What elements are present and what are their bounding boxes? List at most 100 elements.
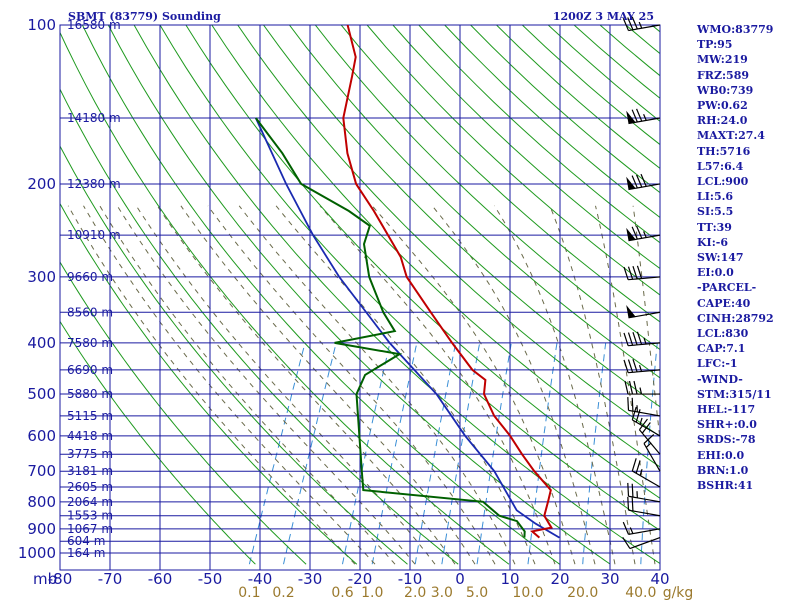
parameter-item: SRDS:-78 <box>697 433 756 447</box>
pressure-tick-label: 800 <box>27 493 56 511</box>
height-label: 5115 m <box>67 409 113 423</box>
parameter-item: EHI:0.0 <box>697 448 745 462</box>
profiles <box>254 25 560 539</box>
parameter-item: FRZ:589 <box>697 68 750 82</box>
height-label: 1067 m <box>67 522 113 536</box>
moist-adiabat <box>493 205 616 565</box>
parameter-item: TP:95 <box>697 38 733 52</box>
parameter-item: WB0:739 <box>697 83 754 97</box>
pressure-tick-label: 1000 <box>18 544 56 562</box>
pressure-tick-label: 700 <box>27 462 56 480</box>
height-label: 14180 m <box>67 111 121 125</box>
moist-adiabat <box>431 205 596 565</box>
height-label: 7580 m <box>67 336 113 350</box>
temperature-tick-label: -50 <box>198 570 223 588</box>
wind-barb <box>624 380 660 395</box>
pressure-tick-label: 200 <box>27 175 56 193</box>
temperature-tick-label: 30 <box>600 570 619 588</box>
parameter-item: PW:0.62 <box>697 99 748 113</box>
pressure-unit-label: mb <box>33 570 57 588</box>
chart-title: SBMT (83779) Sounding <box>68 10 221 23</box>
height-label: 3181 m <box>67 464 113 478</box>
mixing-ratio-line <box>371 342 418 565</box>
mixing-ratio-tick-label: 2.0 <box>404 585 426 600</box>
moist-adiabat <box>99 205 396 565</box>
wind-barb <box>626 305 661 319</box>
wind-barb <box>623 359 661 374</box>
parameter-item: WMO:83779 <box>697 23 774 36</box>
mixing-ratio-tick-label: 0.2 <box>272 585 294 600</box>
moist-adiabat <box>595 205 656 565</box>
parameter-item: SI:5.5 <box>697 205 734 219</box>
height-label: 9660 m <box>67 270 113 284</box>
parameter-item: LCL:830 <box>697 327 749 341</box>
height-label: 12380 m <box>67 177 121 191</box>
height-label: 8560 m <box>67 305 113 319</box>
wind-barb <box>622 16 661 32</box>
moist-adiabat <box>319 205 556 565</box>
mixing-ratio-unit: g/kg <box>663 585 694 600</box>
wind-barb <box>626 108 661 125</box>
moist-adiabat <box>238 205 516 565</box>
mixing-ratio-line <box>476 342 512 565</box>
pressure-tick-label: 100 <box>27 16 56 34</box>
temperature-tick-label: 10 <box>500 570 519 588</box>
grid <box>59 24 661 571</box>
parameter-item: TT:39 <box>697 220 732 234</box>
wind-barb <box>626 225 661 242</box>
mixing-ratio-tick-label: 5.0 <box>466 585 488 600</box>
wind-barb <box>638 418 661 455</box>
pressure-tick-label: 600 <box>27 427 56 445</box>
moist-adiabat <box>83 205 376 565</box>
temperature-tick-label: -70 <box>98 570 123 588</box>
moist-adiabat <box>156 205 456 565</box>
mixing-ratio-tick-label: 0.6 <box>331 585 353 600</box>
parameter-item: LFC:-1 <box>697 357 738 371</box>
wind-barb <box>626 173 661 191</box>
sounding-parameters: WMO:83779 TP:95 MW:219 FRZ:589 WB0:739 PW:0.6… <box>697 22 800 493</box>
parameter-item: KI:-6 <box>697 235 728 249</box>
height-label: 16580 m <box>67 18 121 32</box>
parameter-item: CAPE:40 <box>697 296 751 310</box>
wind-barb <box>623 331 661 347</box>
mixing-ratio-tick-label: 20.0 <box>567 585 598 600</box>
parameter-item: L57:6.4 <box>697 159 744 173</box>
height-label: 3775 m <box>67 447 113 461</box>
temperature-tick-label: -20 <box>348 570 373 588</box>
moist-adiabat <box>67 205 356 565</box>
wind-barb <box>623 265 661 281</box>
temperature-tick-label: 0 <box>455 570 465 588</box>
wind-barb <box>622 537 661 550</box>
parameter-item: CAP:7.1 <box>697 342 746 356</box>
mixing-ratio-tick-label: 0.1 <box>238 585 260 600</box>
mixing-ratio-line <box>527 342 558 565</box>
moist-adiabat <box>180 205 476 565</box>
height-label: 10910 m <box>67 228 121 242</box>
parameter-item: -PARCEL- <box>697 281 757 295</box>
temperature-tick-label: -40 <box>248 570 273 588</box>
height-label: 2064 m <box>67 495 113 509</box>
pressure-tick-label: 900 <box>27 520 56 538</box>
mixing-ratio-tick-label: 10.0 <box>512 585 543 600</box>
parameter-item: -WIND- <box>697 372 743 386</box>
mixing-ratio-tick-label: 40.0 <box>625 585 656 600</box>
wind-barb <box>627 496 661 517</box>
temperature-tick-label: -80 <box>48 570 73 588</box>
moist-adiabat <box>116 205 416 565</box>
parameter-item: HEL:-117 <box>697 403 756 417</box>
moist-adiabat <box>549 205 636 565</box>
wind-barb <box>627 396 661 417</box>
wind-barb <box>627 482 661 503</box>
parameter-item: STM:315/11 <box>697 387 772 401</box>
plot-frame <box>59 24 661 571</box>
temperature-tick-label: -30 <box>298 570 323 588</box>
parameter-item: SW:147 <box>697 251 744 265</box>
wind-barb <box>631 458 661 488</box>
mixing-ratio-line <box>441 342 481 565</box>
sounding-datetime: 1200Z 3 MAY 25 <box>553 10 654 23</box>
pressure-tick-label: 300 <box>27 268 56 286</box>
temperature-tick-label: -60 <box>148 570 173 588</box>
